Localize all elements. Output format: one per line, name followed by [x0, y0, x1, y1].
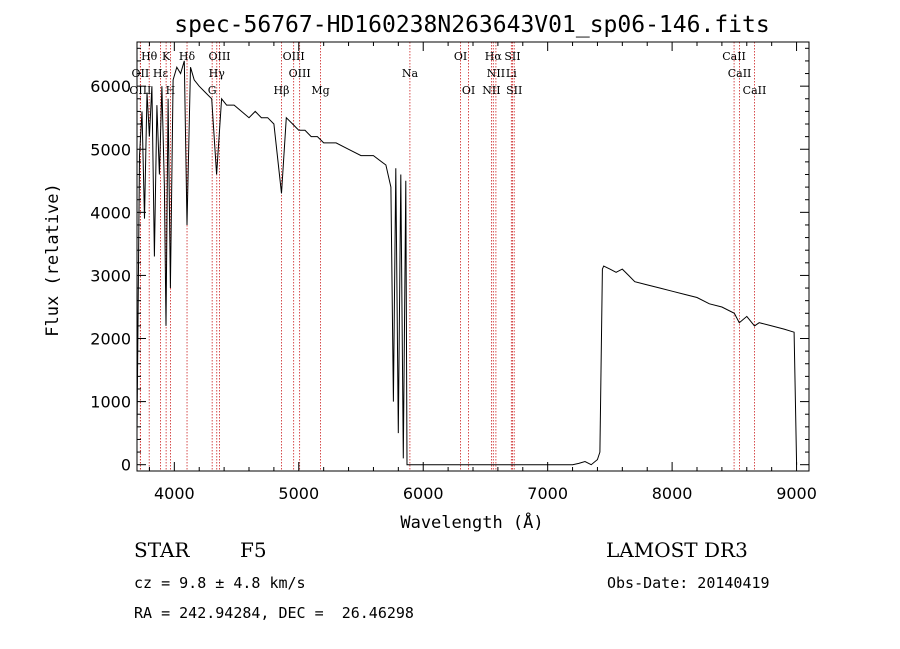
emission-line-label-8: Hγ	[209, 67, 226, 80]
plot-frame	[136, 41, 810, 472]
emission-line-label-23: CaII	[722, 50, 746, 63]
y-tick-label-3: 3000	[90, 266, 131, 285]
x-tick-label-1: 5000	[278, 484, 319, 503]
emission-line-label-19: NII	[482, 84, 500, 97]
object-class: STAR	[134, 538, 190, 562]
emission-line-label-0: Hθ	[141, 50, 158, 63]
x-axis-label: Wavelength (Å)	[400, 511, 543, 533]
emission-line-label-14: Na	[402, 67, 419, 80]
object-subclass: F5	[240, 538, 267, 562]
emission-line-label-11: OIII	[289, 67, 311, 80]
y-tick-label-1: 1000	[90, 393, 131, 412]
emission-line-label-5: Hε	[153, 67, 169, 80]
emission-line-label-17: Hα	[485, 50, 503, 63]
spectrum-series-line	[136, 60, 798, 466]
emission-line-label-12: Hβ	[274, 84, 290, 97]
y-tick-label-6: 6000	[90, 77, 131, 96]
emission-line-label-6: Hδ	[179, 50, 196, 63]
x-tick-label-3: 7000	[527, 484, 568, 503]
y-axis-label: Flux (relative)	[43, 183, 63, 337]
chart-title: spec-56767-HD160238N263643V01_sp06-146.f…	[174, 12, 769, 38]
y-tick-label-2: 2000	[90, 330, 131, 349]
x-tick-label-0: 4000	[154, 484, 195, 503]
y-tick-label-5: 5000	[90, 140, 131, 159]
emission-line-label-4: H	[166, 84, 176, 97]
emission-line-label-7: OIII	[208, 50, 230, 63]
emission-line-label-21: Li	[506, 67, 517, 80]
observation-date: Obs-Date: 20140419	[607, 574, 770, 592]
emission-line-label-24: CaII	[728, 67, 752, 80]
emission-line-label-13: Mg	[311, 84, 329, 97]
emission-line-label-18: NII	[487, 67, 505, 80]
emission-line-label-22: SII	[506, 84, 522, 97]
redshift-cz: cz = 9.8 ± 4.8 km/s	[134, 574, 306, 592]
ra-dec-coordinates: RA = 242.94284, DEC = 26.46298	[134, 604, 414, 622]
emission-line-label-25: CaII	[743, 84, 767, 97]
emission-line-label-3: K	[162, 50, 171, 63]
emission-line-label-16: OI	[462, 84, 475, 97]
emission-line-label-9: G	[208, 84, 217, 97]
emission-line-markers	[139, 42, 755, 471]
emission-line-label-15: OI	[454, 50, 467, 63]
x-tick-label-4: 8000	[652, 484, 693, 503]
survey-name: LAMOST DR3	[606, 538, 748, 562]
x-tick-label-5: 9000	[776, 484, 817, 503]
emission-line-label-10: OIII	[283, 50, 305, 63]
y-tick-label-4: 4000	[90, 203, 131, 222]
emission-line-label-20: SII	[504, 50, 520, 63]
emission-line-label-2: OIII	[129, 84, 151, 97]
x-axis-ticks: 4000 5000 6000 7000 8000 9000	[148, 42, 817, 503]
y-tick-label-0: 0	[121, 456, 131, 475]
y-axis-ticks: 0 1000 2000 3000 4000 5000 6000	[90, 47, 809, 475]
x-tick-label-2: 6000	[403, 484, 444, 503]
